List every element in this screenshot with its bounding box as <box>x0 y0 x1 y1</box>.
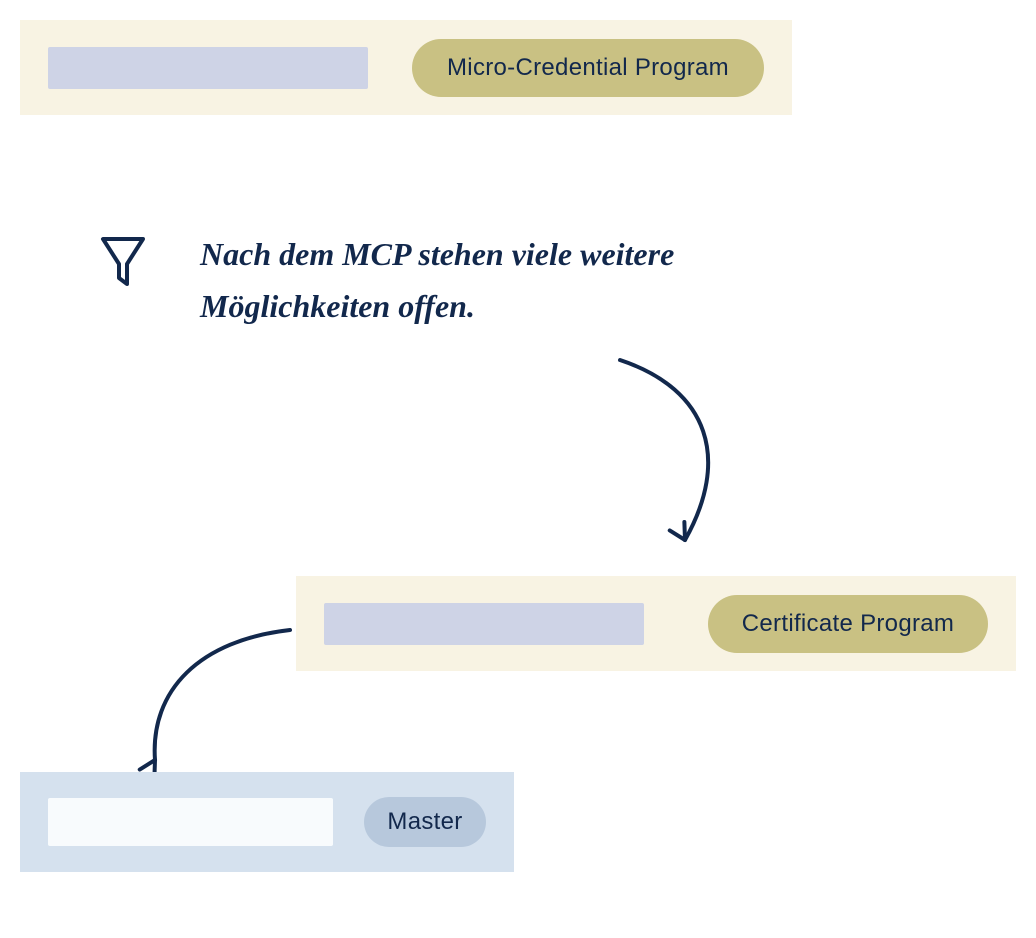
arrow-to-certificate <box>600 350 760 560</box>
funnel-icon <box>100 234 146 290</box>
pill-label: Master <box>387 808 462 836</box>
card-master: Master <box>20 772 514 872</box>
arrow-to-master <box>130 620 300 780</box>
pill-certificate: Certificate Program <box>708 595 988 653</box>
placeholder-mcp <box>48 47 368 89</box>
pill-micro-credential: Micro-Credential Program <box>412 39 764 97</box>
placeholder-master <box>48 798 333 846</box>
pill-master: Master <box>364 797 486 847</box>
caption-line1: Nach dem MCP stehen viele weitere <box>200 228 840 280</box>
pill-label: Certificate Program <box>742 610 954 638</box>
placeholder-certificate <box>324 603 644 645</box>
card-certificate: Certificate Program <box>296 576 1016 671</box>
caption-text: Nach dem MCP stehen viele weitere Möglic… <box>200 228 840 332</box>
card-micro-credential: Micro-Credential Program <box>20 20 792 115</box>
caption-line2: Möglichkeiten offen. <box>200 280 840 332</box>
pill-label: Micro-Credential Program <box>447 54 729 82</box>
